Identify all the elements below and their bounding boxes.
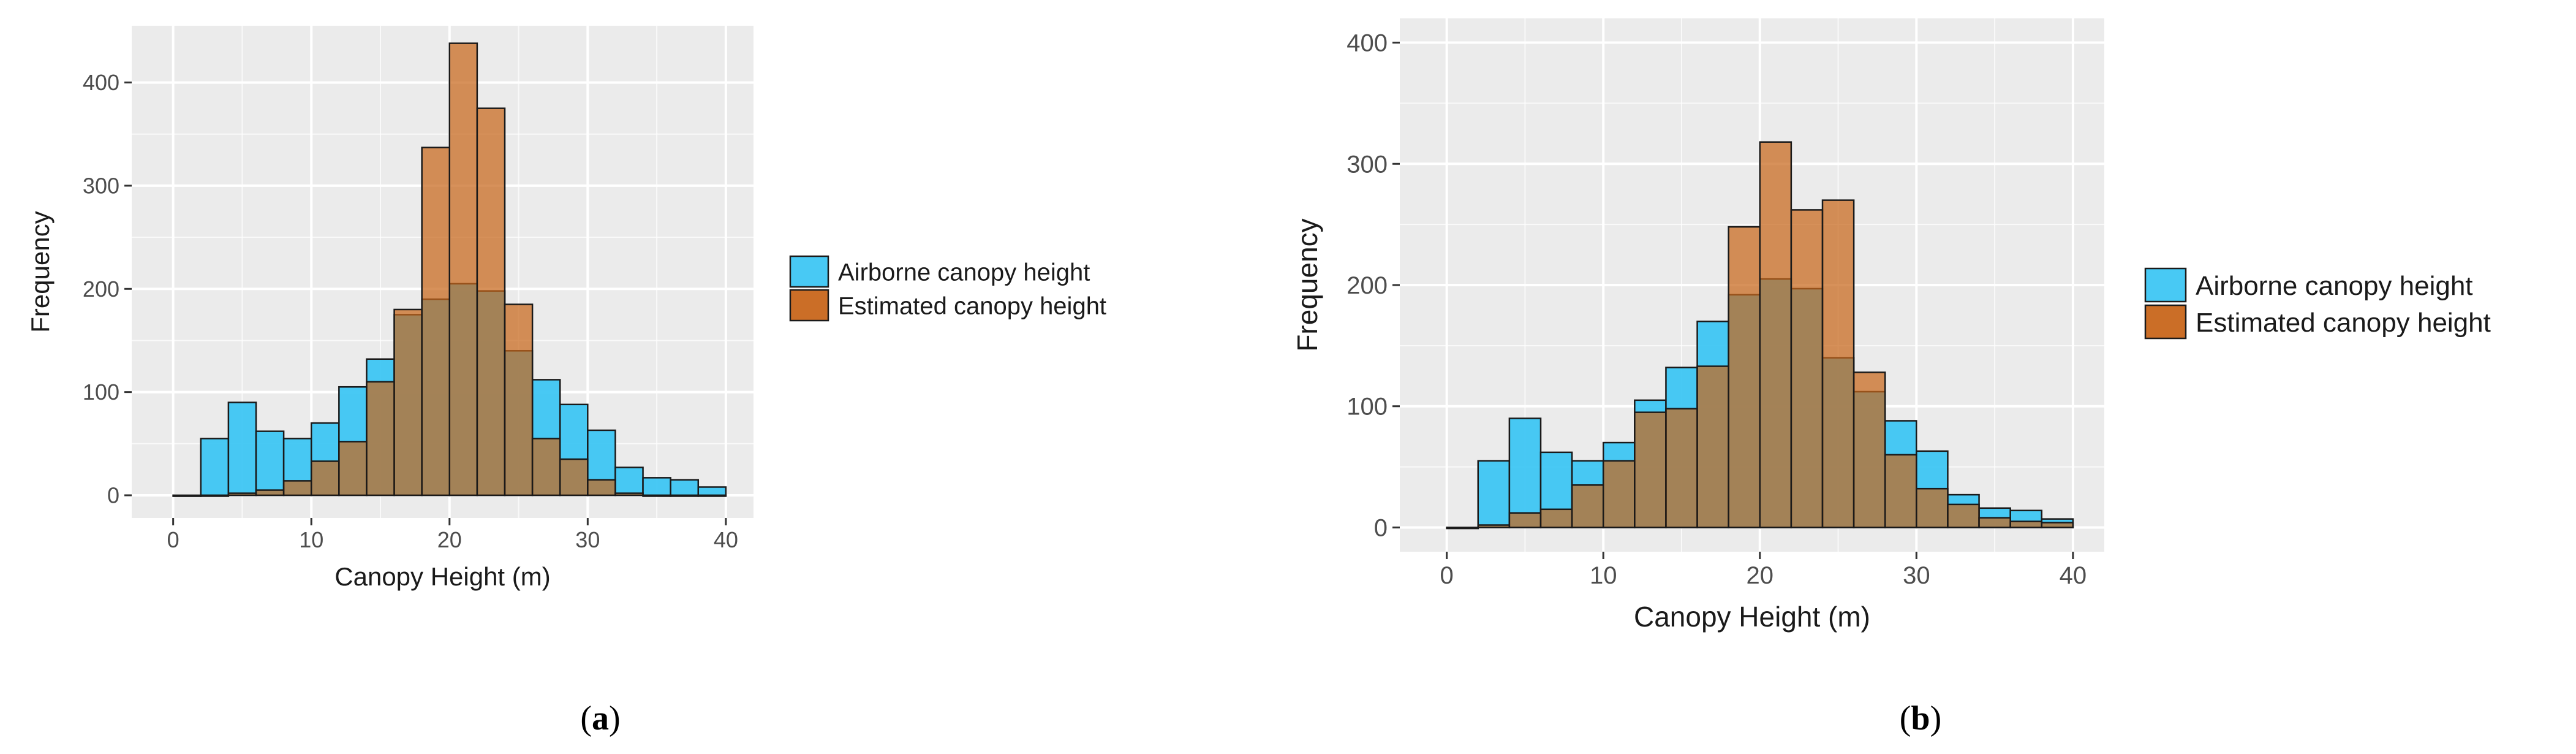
estimated-bar bbox=[1571, 484, 1604, 528]
legend-label-estimated: Estimated canopy height bbox=[838, 292, 1106, 319]
legend-swatch-airborne bbox=[2144, 267, 2187, 303]
estimated-bar bbox=[476, 107, 506, 497]
x-tick-label: 30 bbox=[575, 527, 600, 552]
x-axis-title: Canopy Height (m) bbox=[334, 562, 550, 591]
estimated-bar bbox=[310, 460, 340, 497]
y-tick-label: 300 bbox=[1347, 151, 1388, 178]
caption-open-paren: ( bbox=[1900, 699, 1911, 737]
estimated-bar bbox=[1947, 503, 1980, 528]
airborne-bar bbox=[642, 477, 671, 497]
x-tick-label: 0 bbox=[167, 527, 179, 552]
estimated-bar bbox=[366, 381, 395, 497]
x-tick-label: 20 bbox=[437, 527, 462, 552]
estimated-bar bbox=[1821, 199, 1855, 528]
estimated-bar bbox=[531, 438, 561, 497]
estimated-bar bbox=[227, 492, 257, 497]
y-axis-title: Frequency bbox=[26, 211, 55, 332]
estimated-bar bbox=[2041, 522, 2074, 528]
x-tick-label: 10 bbox=[299, 527, 323, 552]
series-estimated bbox=[172, 42, 727, 497]
estimated-bar bbox=[1916, 487, 1949, 528]
legend: Airborne canopy height Estimated canopy h… bbox=[2144, 267, 2491, 340]
x-axis-title: Canopy Height (m) bbox=[1634, 601, 1870, 633]
estimated-bar bbox=[448, 42, 478, 497]
caption-close-paren: ) bbox=[609, 699, 621, 737]
estimated-bar bbox=[282, 480, 312, 497]
panel-caption: (a) bbox=[580, 699, 620, 737]
estimated-bar bbox=[172, 494, 202, 497]
panel-caption: (b) bbox=[1900, 699, 1941, 737]
y-tick-label: 0 bbox=[107, 483, 119, 508]
estimated-bar bbox=[393, 308, 423, 497]
x-tick-label: 40 bbox=[2060, 562, 2087, 589]
x-tick-label: 30 bbox=[1903, 562, 1930, 589]
estimated-bar bbox=[587, 479, 616, 497]
y-tick-label: 0 bbox=[1374, 514, 1388, 541]
airborne-bar bbox=[200, 438, 230, 497]
airborne-bar bbox=[1508, 417, 1542, 528]
estimated-bar bbox=[697, 494, 727, 497]
airborne-bar bbox=[1477, 460, 1511, 528]
legend-label-airborne: Airborne canopy height bbox=[838, 259, 1090, 286]
caption-letter: a bbox=[592, 699, 609, 737]
estimated-bar bbox=[1446, 527, 1479, 530]
estimated-bar bbox=[338, 441, 368, 497]
estimated-bar bbox=[1853, 371, 1886, 528]
legend-label-airborne: Airborne canopy height bbox=[2196, 271, 2473, 301]
estimated-bar bbox=[1602, 460, 1636, 528]
airborne-bar bbox=[697, 486, 727, 497]
caption-close-paren: ) bbox=[1930, 699, 1942, 737]
estimated-bar bbox=[1665, 408, 1698, 528]
estimated-bar bbox=[421, 147, 451, 497]
estimated-bar bbox=[1884, 454, 1917, 528]
caption-open-paren: ( bbox=[580, 699, 592, 737]
estimated-bar bbox=[1978, 517, 2011, 528]
airborne-bar bbox=[255, 430, 285, 497]
legend-label-estimated: Estimated canopy height bbox=[2196, 308, 2491, 338]
estimated-bar bbox=[1634, 411, 1667, 528]
airborne-bar bbox=[614, 466, 644, 497]
y-tick-label: 400 bbox=[83, 70, 119, 95]
y-tick-label: 200 bbox=[83, 276, 119, 302]
legend-swatch-airborne bbox=[789, 255, 829, 288]
estimated-bar bbox=[255, 489, 285, 497]
y-tick-label: 400 bbox=[1347, 30, 1388, 57]
estimated-bar bbox=[1728, 226, 1761, 528]
estimated-bar bbox=[1696, 365, 1729, 528]
estimated-bar bbox=[559, 458, 589, 497]
estimated-bar bbox=[1539, 508, 1573, 528]
legend-swatch-estimated bbox=[789, 289, 829, 322]
estimated-bar bbox=[504, 303, 534, 497]
estimated-bar bbox=[642, 494, 671, 497]
legend-swatch-estimated bbox=[2144, 304, 2187, 340]
caption-letter: b bbox=[1911, 699, 1930, 737]
estimated-bar bbox=[1508, 512, 1542, 528]
legend: Airborne canopy height Estimated canopy h… bbox=[789, 255, 1106, 322]
y-tick-label: 200 bbox=[1347, 272, 1388, 299]
y-axis-title: Frequency bbox=[1291, 218, 1323, 351]
airborne-bar bbox=[227, 402, 257, 497]
x-tick-label: 40 bbox=[714, 527, 738, 552]
estimated-bar bbox=[670, 494, 700, 497]
y-tick-label: 100 bbox=[83, 379, 119, 405]
estimated-bar bbox=[614, 492, 644, 497]
x-tick-label: 0 bbox=[1440, 562, 1454, 589]
y-tick-label: 100 bbox=[1347, 394, 1388, 421]
x-tick-label: 20 bbox=[1747, 562, 1774, 589]
x-tick-label: 10 bbox=[1590, 562, 1617, 589]
estimated-bar bbox=[1790, 209, 1824, 528]
estimated-bar bbox=[1477, 524, 1511, 528]
airborne-bar bbox=[670, 479, 700, 497]
y-tick-label: 300 bbox=[83, 173, 119, 199]
series-estimated bbox=[1446, 141, 2074, 530]
estimated-bar bbox=[200, 494, 230, 497]
estimated-bar bbox=[1759, 141, 1792, 528]
estimated-bar bbox=[2009, 520, 2043, 528]
